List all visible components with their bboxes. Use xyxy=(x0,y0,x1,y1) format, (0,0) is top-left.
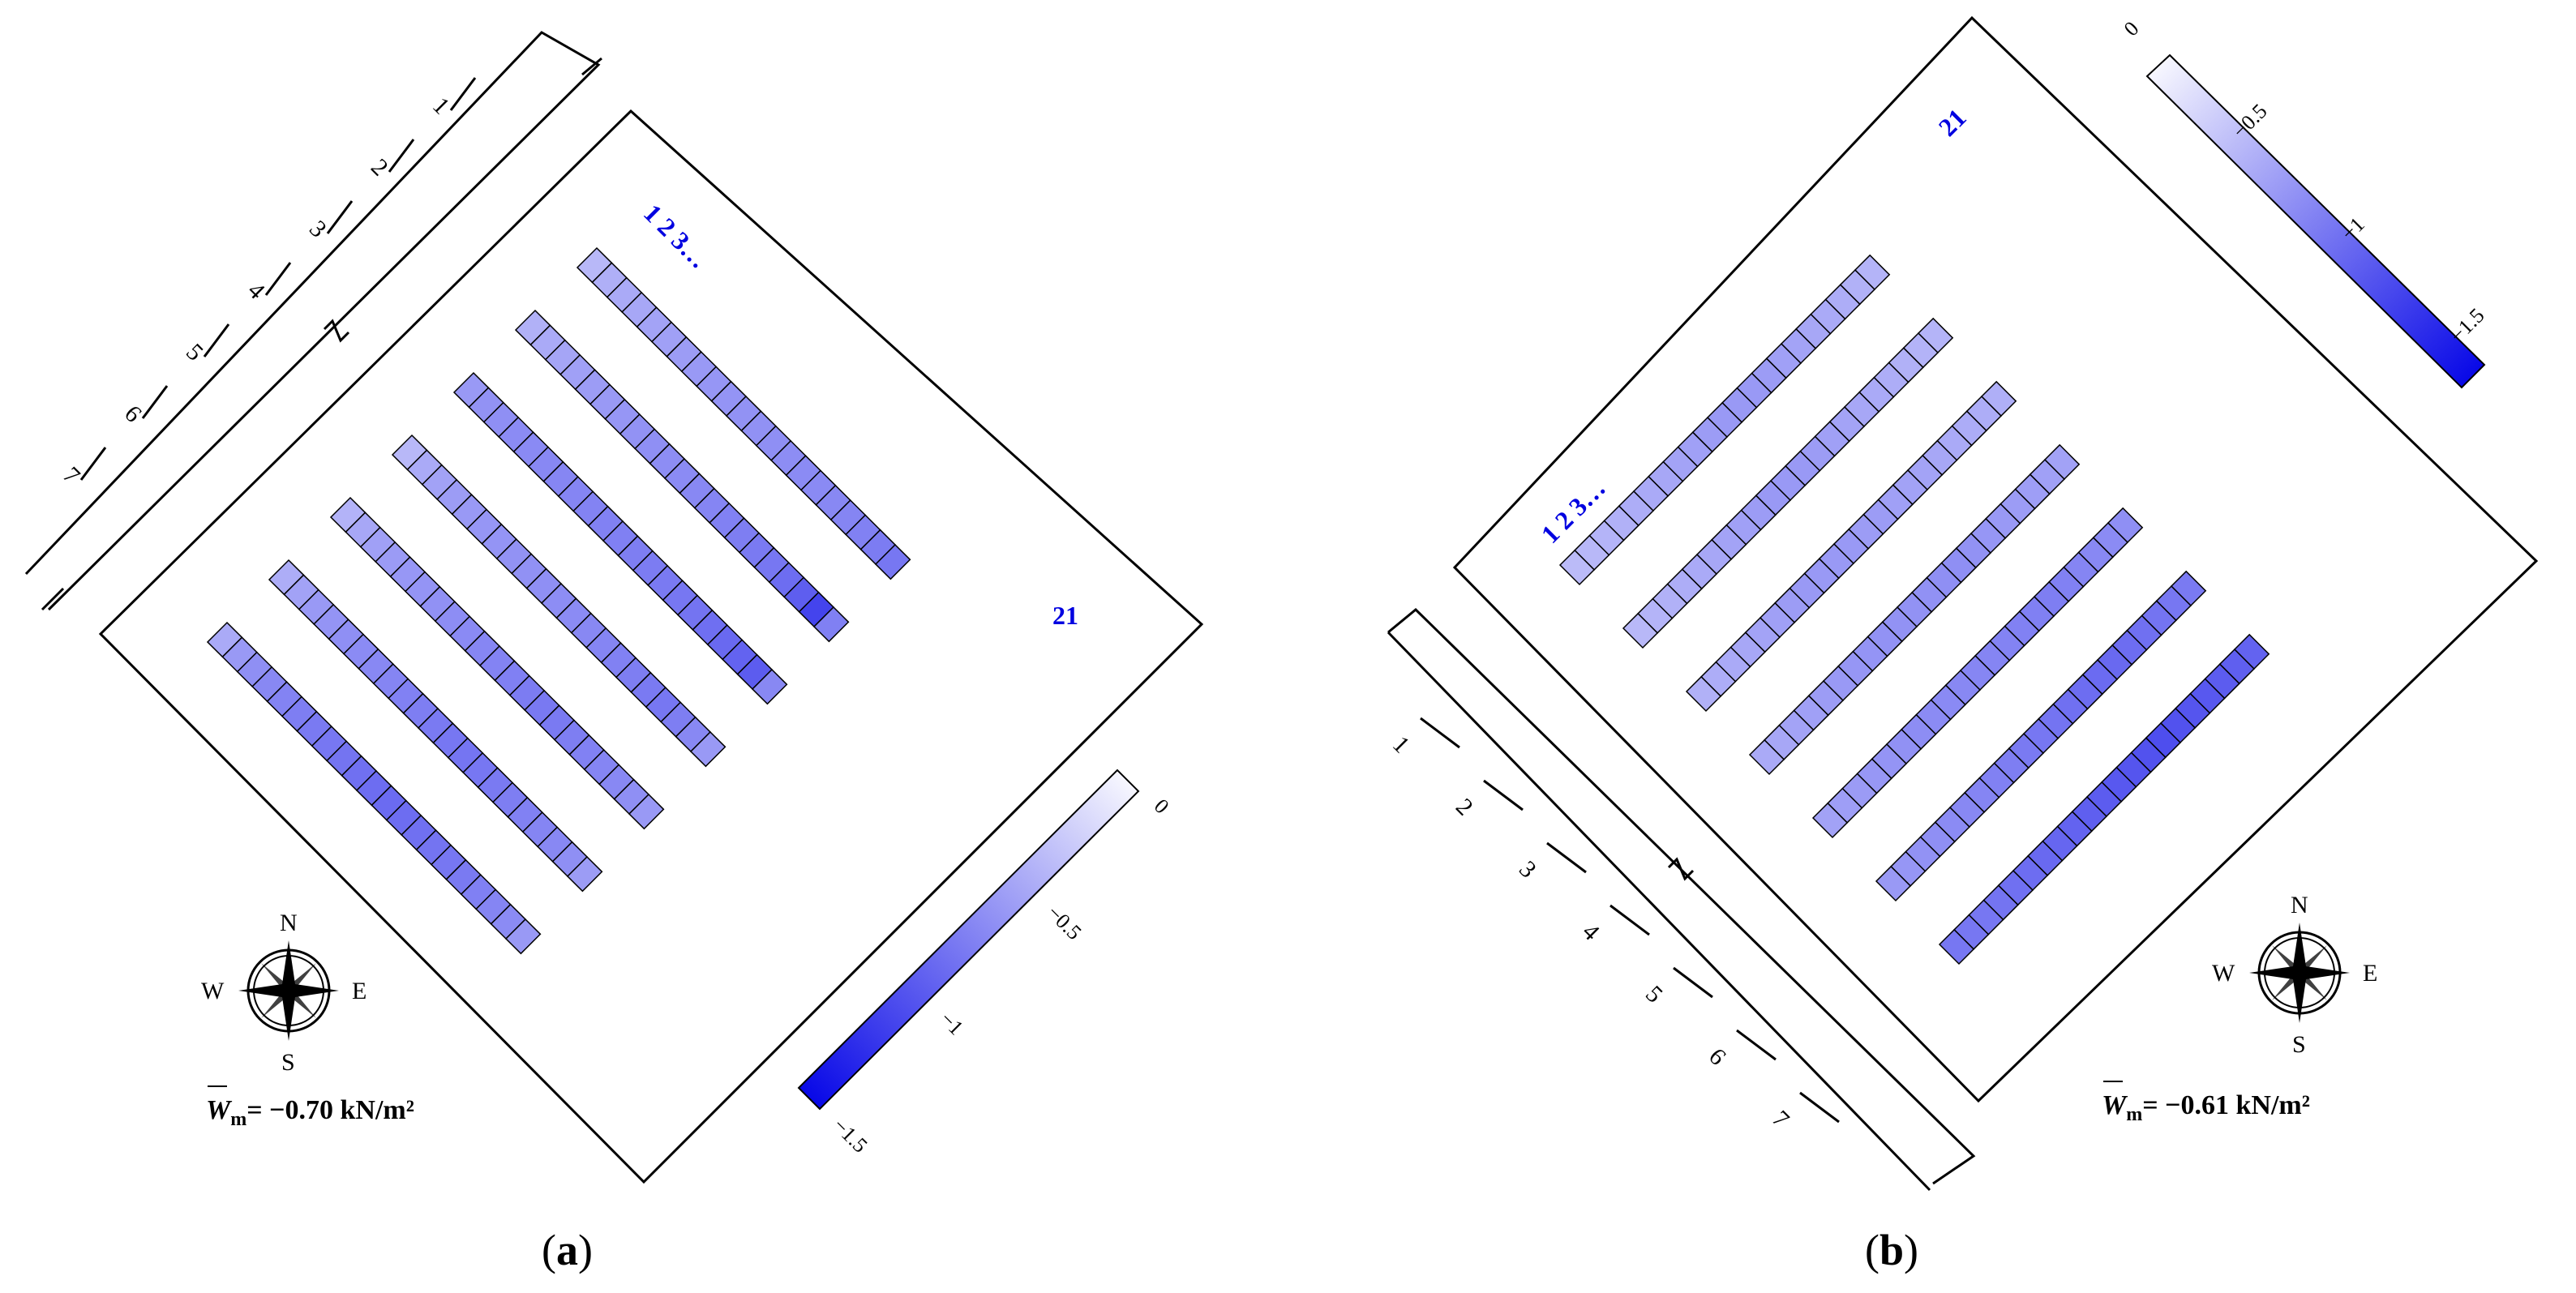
wind-arrow-line xyxy=(1609,904,1650,936)
wind-arrow-line xyxy=(449,77,477,111)
wind-arrow-line xyxy=(1673,966,1713,999)
colorbar-b xyxy=(2145,54,2486,389)
pv-panel-cell xyxy=(2107,507,2144,544)
pv-panel-cell xyxy=(566,855,603,893)
wind-arrow-label: 6 xyxy=(1704,1043,1731,1071)
wind-arrow-label: 7 xyxy=(58,462,85,490)
colorbar-ticks-a: −1.5 −1 −0.5 0 xyxy=(829,794,1174,1158)
compass-a: N S E W xyxy=(201,910,366,1076)
caption-letter-b: b xyxy=(1879,1226,1904,1274)
wind-arrows-a: 1 2 3 4 5 6 7 xyxy=(58,77,477,490)
road-outline-b xyxy=(1387,607,1976,1185)
wind-arrow-line xyxy=(264,262,292,296)
wind-arrow-line xyxy=(79,447,107,481)
compass-n-a: N xyxy=(280,910,298,936)
row-label-end-a: 21 xyxy=(1052,601,1078,630)
colorbar-tick-label: −1.5 xyxy=(829,1114,872,1158)
row-label-end-b: 21 xyxy=(1932,103,1971,142)
compass-star-small-b xyxy=(2272,945,2327,1000)
wind-arrow-line xyxy=(1420,717,1460,749)
wind-arrow-line xyxy=(1736,1029,1777,1061)
wind-arrow-label: 1 xyxy=(427,92,455,120)
roof-outline-b xyxy=(1452,15,2539,1103)
pv-panel-cell xyxy=(689,730,727,768)
pv-panel-cell xyxy=(2170,570,2207,607)
roof-outline-a xyxy=(98,109,1204,1184)
caption-open-a: ( xyxy=(542,1226,556,1274)
mean-subscript-a: m xyxy=(230,1109,246,1130)
wind-arrow-line xyxy=(1799,1091,1840,1124)
panel-a: 1 2 3 4 5 6 7 1 2 3… 21 −1.5 −1 −0.5 0 N S E W Wm… xyxy=(24,31,1204,1274)
pv-panel-cell xyxy=(751,668,788,705)
wind-arrow-label: 5 xyxy=(1640,981,1668,1008)
compass-star-small-a xyxy=(261,963,316,1018)
wind-arrow-label: 3 xyxy=(304,216,332,243)
road-edge-a-2 xyxy=(581,57,602,76)
pv-panel-cell xyxy=(1854,254,1891,291)
wind-arrow-line xyxy=(326,200,354,234)
wind-arrow-label: 5 xyxy=(181,339,208,366)
wind-arrow-line xyxy=(1546,841,1587,874)
pv-panel-cell xyxy=(1980,380,2017,417)
compass-w-a: W xyxy=(201,978,225,1004)
wind-arrow-line xyxy=(1483,779,1524,811)
wind-arrow-label: 2 xyxy=(366,154,393,182)
colorbar-tick-label: −0.5 xyxy=(1043,901,1087,944)
colorbar-tick-label: −1 xyxy=(936,1007,968,1039)
mean-symbol-a: W xyxy=(206,1095,233,1125)
compass-s-a: S xyxy=(281,1049,295,1076)
caption-close-b: ) xyxy=(1904,1226,1918,1274)
compass-e-b: E xyxy=(2363,960,2377,987)
road-outline-a xyxy=(24,31,601,611)
svg-text:(b): (b) xyxy=(1865,1226,1918,1274)
wind-arrow-label: 2 xyxy=(1451,794,1478,821)
colorbar-tick-label: 0 xyxy=(2120,17,2144,41)
pv-panel-cell xyxy=(812,606,850,643)
road-break-b xyxy=(1667,857,1695,881)
wind-arrow-label: 7 xyxy=(1767,1106,1794,1133)
wind-arrow-label: 3 xyxy=(1514,856,1541,884)
road-edge-a xyxy=(41,587,65,611)
compass-s-b: S xyxy=(2292,1031,2306,1058)
wind-arrows-b: 1 2 3 4 5 6 7 xyxy=(1387,717,1840,1133)
colorbar-tick-label: 0 xyxy=(1150,794,1174,819)
wind-arrow-line xyxy=(141,385,169,419)
pv-panel-cell xyxy=(2043,443,2081,481)
svg-text:(a): (a) xyxy=(542,1226,593,1274)
pv-panel-cell xyxy=(628,793,665,830)
mean-label-b: Wm= −0.61 kN/m² xyxy=(2102,1081,2310,1125)
row-label-start-a: 1 2 3… xyxy=(638,198,714,273)
mean-symbol-b: W xyxy=(2102,1090,2128,1120)
wind-arrow-label: 1 xyxy=(1387,731,1415,759)
wind-arrow-label: 4 xyxy=(242,277,270,305)
compass-b: N S E W xyxy=(2212,892,2377,1058)
road-edge-b xyxy=(1387,631,1931,1192)
colorbar-a xyxy=(797,769,1140,1111)
pv-rows-a xyxy=(206,246,911,955)
caption-letter-a: a xyxy=(556,1226,578,1274)
road-break-a xyxy=(323,319,350,343)
mean-value-a: = −0.70 kN/m² xyxy=(246,1095,414,1125)
svg-text:Wm= −0.61 kN/m²: Wm= −0.61 kN/m² xyxy=(2102,1090,2310,1125)
pv-panel-cell xyxy=(2233,633,2270,670)
pv-panel-cell xyxy=(874,543,911,580)
pv-rows-b xyxy=(1558,254,2270,965)
compass-n-b: N xyxy=(2291,892,2308,918)
caption-open-b: ( xyxy=(1865,1226,1879,1274)
compass-e-a: E xyxy=(352,978,366,1004)
pv-panel-cell xyxy=(1917,317,1954,354)
mean-label-a: Wm= −0.70 kN/m² xyxy=(206,1085,414,1130)
caption-close-a: ) xyxy=(578,1226,593,1274)
wind-arrow-label: 4 xyxy=(1577,918,1605,946)
compass-w-b: W xyxy=(2212,960,2235,987)
svg-text:Wm= −0.70 kN/m²: Wm= −0.70 kN/m² xyxy=(206,1095,414,1130)
mean-subscript-b: m xyxy=(2126,1104,2142,1125)
wind-arrow-label: 6 xyxy=(119,400,147,428)
wind-arrow-line xyxy=(203,323,230,358)
mean-value-b: = −0.61 kN/m² xyxy=(2142,1090,2310,1120)
wind-arrow-line xyxy=(388,139,415,173)
pv-panel-cell xyxy=(504,918,542,955)
